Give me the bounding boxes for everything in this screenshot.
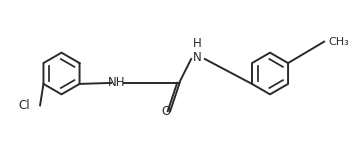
Text: O: O — [161, 105, 170, 118]
Text: CH₃: CH₃ — [328, 37, 349, 47]
Text: Cl: Cl — [19, 99, 30, 112]
Text: H
N: H N — [193, 37, 202, 64]
Text: NH: NH — [108, 76, 126, 89]
